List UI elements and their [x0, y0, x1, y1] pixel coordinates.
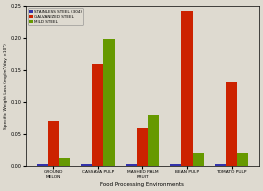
- Bar: [59, 158, 70, 166]
- Bar: [237, 154, 248, 166]
- X-axis label: Food Processing Environments: Food Processing Environments: [100, 182, 184, 187]
- Legend: STAINLESS STEEL (304), GALVANIZED STEEL, MILD STEEL: STAINLESS STEEL (304), GALVANIZED STEEL,…: [28, 8, 83, 25]
- Bar: [137, 128, 148, 166]
- Bar: [215, 164, 226, 166]
- Bar: [48, 121, 59, 166]
- Bar: [126, 164, 137, 166]
- Bar: [193, 154, 204, 166]
- Bar: [226, 82, 237, 166]
- Bar: [170, 164, 181, 166]
- Bar: [148, 115, 159, 166]
- Bar: [103, 40, 115, 166]
- Bar: [92, 64, 103, 166]
- Bar: [81, 164, 92, 166]
- Bar: [181, 11, 193, 166]
- Y-axis label: Specific Weight Loss (mg/m²/day ×10²): Specific Weight Loss (mg/m²/day ×10²): [4, 43, 8, 129]
- Bar: [37, 164, 48, 166]
